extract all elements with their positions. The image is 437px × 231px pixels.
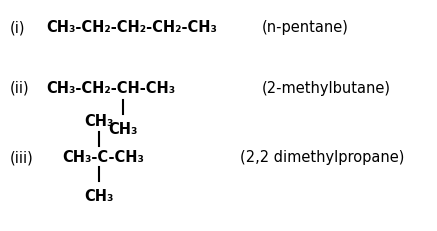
Text: (n-pentane): (n-pentane)	[262, 20, 349, 35]
Text: CH₃: CH₃	[84, 188, 113, 203]
Text: (i): (i)	[10, 20, 25, 35]
Text: CH₃: CH₃	[84, 114, 113, 129]
Text: CH₃-C-CH₃: CH₃-C-CH₃	[62, 150, 144, 164]
Text: (2,2 dimethylpropane): (2,2 dimethylpropane)	[240, 150, 405, 164]
Text: CH₃: CH₃	[108, 122, 138, 137]
Text: CH₃-CH₂-CH₂-CH₂-CH₃: CH₃-CH₂-CH₂-CH₂-CH₃	[46, 20, 217, 35]
Text: (iii): (iii)	[10, 150, 33, 164]
Text: (2-methylbutane): (2-methylbutane)	[262, 80, 391, 95]
Text: CH₃-CH₂-CH-CH₃: CH₃-CH₂-CH-CH₃	[46, 80, 175, 95]
Text: (ii): (ii)	[10, 80, 29, 95]
